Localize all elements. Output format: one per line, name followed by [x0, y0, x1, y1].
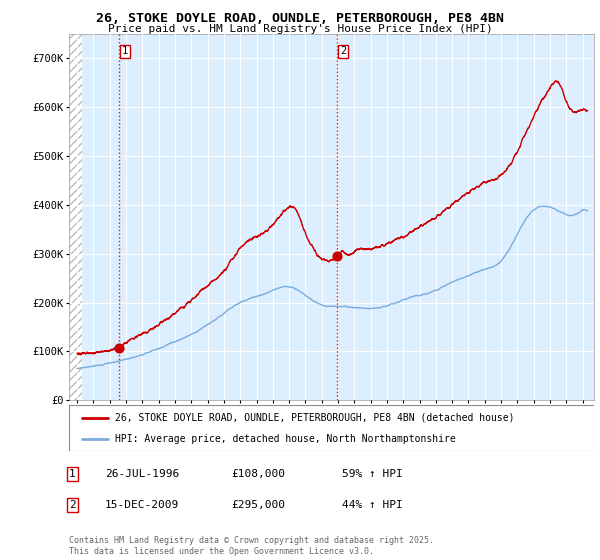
Text: Price paid vs. HM Land Registry's House Price Index (HPI): Price paid vs. HM Land Registry's House … [107, 24, 493, 34]
Text: £295,000: £295,000 [231, 500, 285, 510]
Text: 26, STOKE DOYLE ROAD, OUNDLE, PETERBOROUGH, PE8 4BN (detached house): 26, STOKE DOYLE ROAD, OUNDLE, PETERBOROU… [115, 413, 515, 423]
Text: 15-DEC-2009: 15-DEC-2009 [105, 500, 179, 510]
Text: 44% ↑ HPI: 44% ↑ HPI [342, 500, 403, 510]
Text: £108,000: £108,000 [231, 469, 285, 479]
Text: 26-JUL-1996: 26-JUL-1996 [105, 469, 179, 479]
Text: 59% ↑ HPI: 59% ↑ HPI [342, 469, 403, 479]
Text: 2: 2 [69, 500, 76, 510]
Text: 2: 2 [340, 46, 346, 57]
Text: 1: 1 [121, 46, 128, 57]
Text: 26, STOKE DOYLE ROAD, OUNDLE, PETERBOROUGH, PE8 4BN: 26, STOKE DOYLE ROAD, OUNDLE, PETERBOROU… [96, 12, 504, 25]
Point [114, 343, 124, 352]
Bar [69, 34, 82, 400]
FancyBboxPatch shape [69, 405, 594, 451]
Point [332, 251, 342, 260]
Text: Contains HM Land Registry data © Crown copyright and database right 2025.
This d: Contains HM Land Registry data © Crown c… [69, 536, 434, 556]
Text: HPI: Average price, detached house, North Northamptonshire: HPI: Average price, detached house, Nort… [115, 435, 456, 444]
Text: 1: 1 [69, 469, 76, 479]
